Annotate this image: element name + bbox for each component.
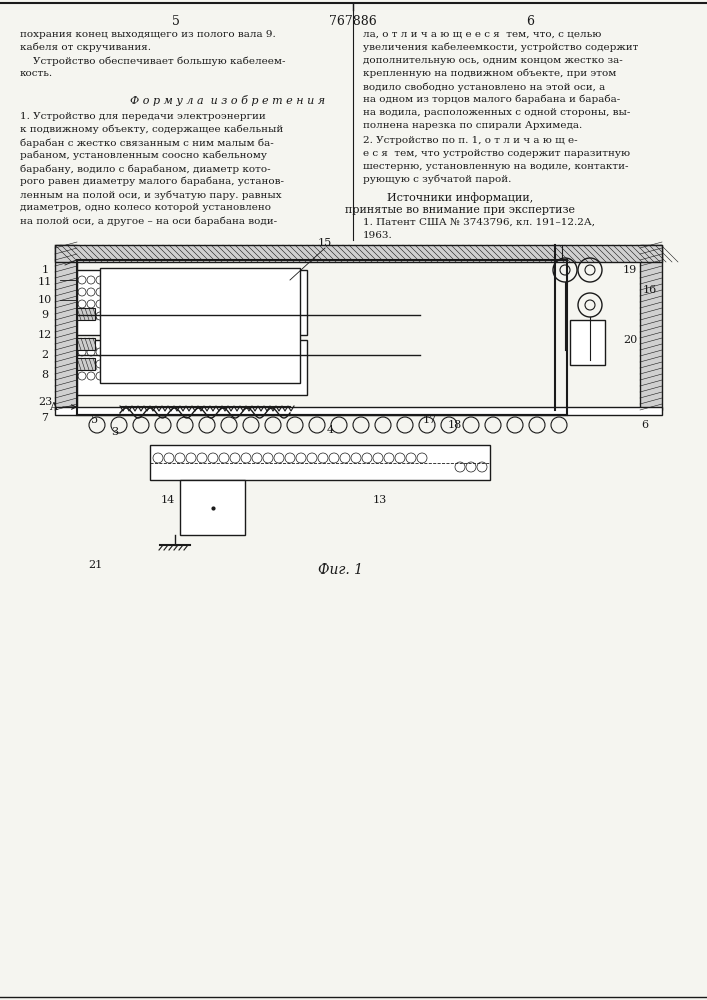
Text: 5: 5 <box>91 415 98 425</box>
Bar <box>77 358 95 370</box>
Text: 20: 20 <box>623 335 637 345</box>
Text: 21: 21 <box>88 560 102 570</box>
Text: увеличения кабелеемкости, устройство содержит: увеличения кабелеемкости, устройство сод… <box>363 43 638 52</box>
Bar <box>180 480 245 535</box>
Bar <box>77 338 95 350</box>
Text: 5: 5 <box>172 15 180 28</box>
Bar <box>640 245 662 410</box>
Text: Ф о р м у л а  и з о б р е т е н и я: Ф о р м у л а и з о б р е т е н и я <box>130 95 325 106</box>
Bar <box>55 245 77 410</box>
Text: 16: 16 <box>643 285 657 295</box>
Text: дополнительную ось, одним концом жестко за-: дополнительную ось, одним концом жестко … <box>363 56 623 65</box>
Text: 1. Устройство для передачи электроэнергии: 1. Устройство для передачи электроэнерги… <box>20 112 266 121</box>
Text: принятые во внимание при экспертизе: принятые во внимание при экспертизе <box>345 205 575 215</box>
Text: рого равен диаметру малого барабана, установ-: рого равен диаметру малого барабана, уст… <box>20 177 284 186</box>
Text: 9: 9 <box>42 310 49 320</box>
Text: 2. Устройство по п. 1, о т л и ч а ю щ е-: 2. Устройство по п. 1, о т л и ч а ю щ е… <box>363 136 578 145</box>
Text: 12: 12 <box>38 330 52 340</box>
Text: 4: 4 <box>327 425 334 435</box>
Text: кость.: кость. <box>20 69 53 78</box>
Text: 15: 15 <box>318 238 332 248</box>
Text: Устройство обеспечивает большую кабелеем-: Устройство обеспечивает большую кабелеем… <box>20 56 286 66</box>
Text: 23: 23 <box>38 397 52 407</box>
Text: 10: 10 <box>38 295 52 305</box>
Text: рабаном, установленным соосно кабельному: рабаном, установленным соосно кабельному <box>20 151 267 160</box>
Bar <box>100 268 300 383</box>
Bar <box>77 260 567 415</box>
Text: диаметров, одно колесо которой установлено: диаметров, одно колесо которой установле… <box>20 203 271 212</box>
Bar <box>55 407 662 415</box>
Text: похрания конец выходящего из полого вала 9.: похрания конец выходящего из полого вала… <box>20 30 276 39</box>
Text: 14: 14 <box>161 495 175 505</box>
Text: на одном из торцов малого барабана и бараба-: на одном из торцов малого барабана и бар… <box>363 95 620 104</box>
Bar <box>77 270 307 335</box>
Text: крепленную на подвижном объекте, при этом: крепленную на подвижном объекте, при это… <box>363 69 617 79</box>
Text: ла, о т л и ч а ю щ е е с я  тем, что, с целью: ла, о т л и ч а ю щ е е с я тем, что, с … <box>363 30 602 39</box>
Text: 13: 13 <box>373 495 387 505</box>
Text: 7: 7 <box>42 413 49 423</box>
Text: Источники информации,: Источники информации, <box>387 192 533 203</box>
Text: ленным на полой оси, и зубчатую пару. равных: ленным на полой оси, и зубчатую пару. ра… <box>20 190 281 200</box>
Text: 6: 6 <box>526 15 534 28</box>
Text: на водила, расположенных с одной стороны, вы-: на водила, расположенных с одной стороны… <box>363 108 631 117</box>
Text: барабану, водило с барабаном, диаметр кото-: барабану, водило с барабаном, диаметр ко… <box>20 164 271 174</box>
Text: барабан с жестко связанным с ним малым ба-: барабан с жестко связанным с ним малым б… <box>20 138 274 147</box>
Bar <box>55 245 662 262</box>
Text: 6: 6 <box>641 420 648 430</box>
Text: 767886: 767886 <box>329 15 377 28</box>
Bar <box>150 445 490 480</box>
Text: 8: 8 <box>42 370 49 380</box>
Text: е с я  тем, что устройство содержит паразитную: е с я тем, что устройство содержит параз… <box>363 149 630 158</box>
Bar <box>77 308 95 320</box>
Text: A: A <box>49 402 57 412</box>
Text: 1963.: 1963. <box>363 231 393 240</box>
Text: 3: 3 <box>112 427 119 437</box>
Text: к подвижному объекту, содержащее кабельный: к подвижному объекту, содержащее кабельн… <box>20 125 284 134</box>
Bar <box>570 320 605 365</box>
Text: шестерню, установленную на водиле, контакти-: шестерню, установленную на водиле, конта… <box>363 162 629 171</box>
Text: рующую с зубчатой парой.: рующую с зубчатой парой. <box>363 175 511 184</box>
Text: 1: 1 <box>42 265 49 275</box>
Text: на полой оси, а другое – на оси барабана води-: на полой оси, а другое – на оси барабана… <box>20 216 277 226</box>
Text: 11: 11 <box>38 277 52 287</box>
Text: Фиг. 1: Фиг. 1 <box>317 563 363 577</box>
Text: 1. Патент США № 3743796, кл. 191–12.2А,: 1. Патент США № 3743796, кл. 191–12.2А, <box>363 218 595 227</box>
Text: 17: 17 <box>423 415 437 425</box>
Text: 2: 2 <box>42 350 49 360</box>
Text: 18: 18 <box>448 420 462 430</box>
Text: полнена нарезка по спирали Архимеда.: полнена нарезка по спирали Архимеда. <box>363 121 583 130</box>
Bar <box>77 340 307 395</box>
Text: водило свободно установлено на этой оси, а: водило свободно установлено на этой оси,… <box>363 82 605 92</box>
Text: кабеля от скручивания.: кабеля от скручивания. <box>20 43 151 52</box>
Text: 19: 19 <box>623 265 637 275</box>
